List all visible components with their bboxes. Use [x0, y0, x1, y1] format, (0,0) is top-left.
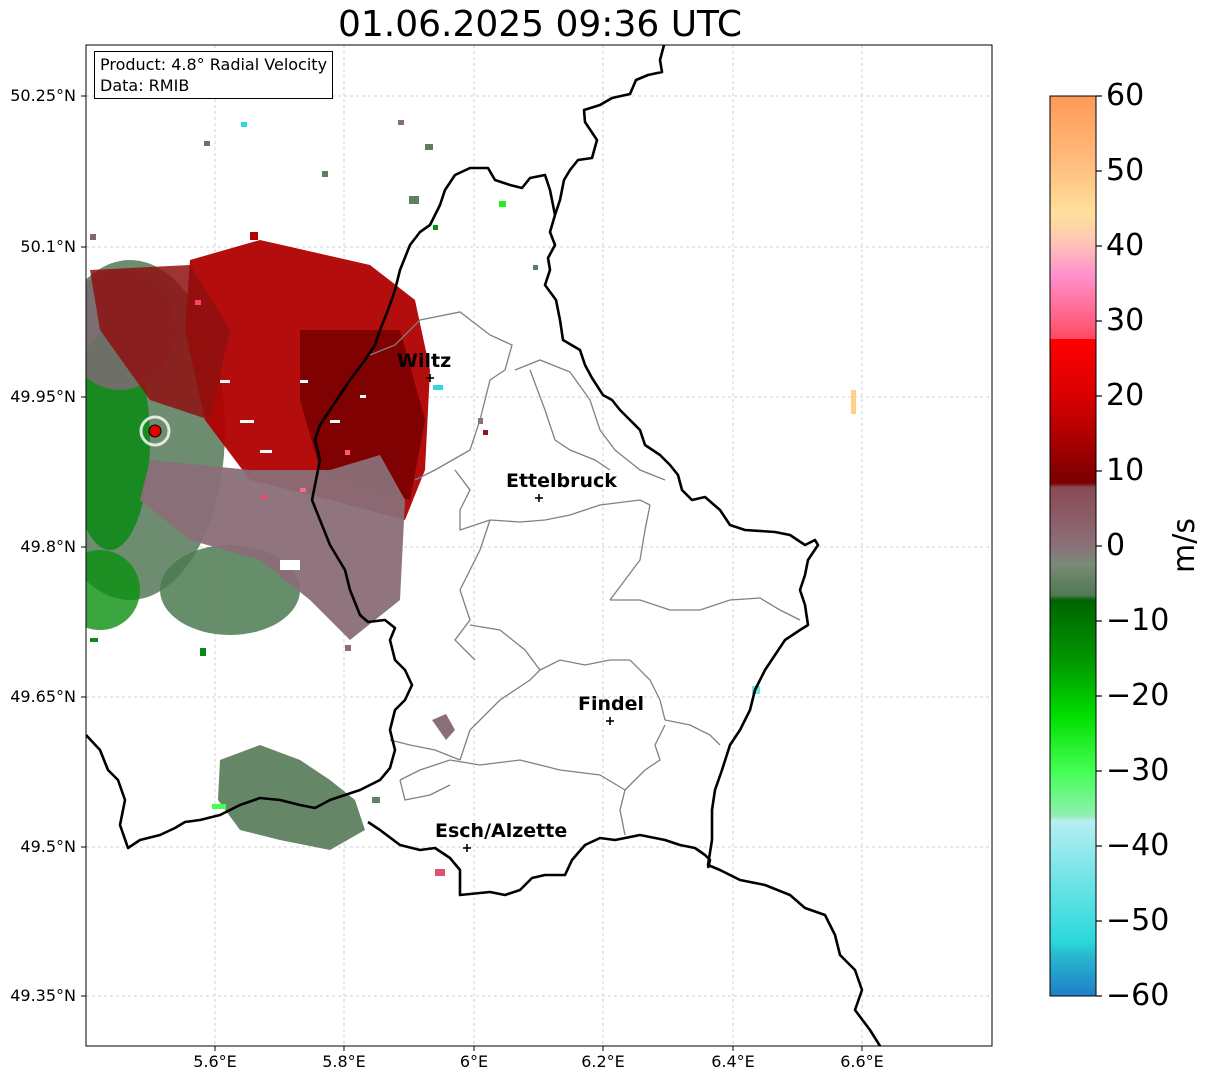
lat-tick-label: 49.8°N [20, 537, 76, 556]
city-marker-esch [463, 844, 471, 852]
map-title: 01.06.2025 09:36 UTC [337, 4, 743, 45]
lon-tick-label: 6.2°E [581, 1052, 625, 1071]
lon-tick-label: 5.8°E [322, 1052, 366, 1071]
colorbar-tick-label: −40 [1106, 828, 1170, 863]
data-source-label: Data: RMIB [100, 76, 190, 95]
lat-tick-label: 49.5°N [20, 837, 76, 856]
city-marker-ettelbruck [535, 494, 543, 502]
colorbar-tick-label: −20 [1106, 678, 1170, 713]
colorbar-tick-label: 0 [1106, 528, 1126, 563]
city-label-findel: Findel [578, 693, 645, 715]
colorbar-tick-label: 30 [1106, 303, 1145, 338]
map-frame [85, 44, 993, 1047]
city-label-ettelbruck: Ettelbruck [506, 470, 617, 492]
colorbar-tick-label: −10 [1106, 603, 1170, 638]
colorbar-unit-label: m/s [1167, 518, 1202, 573]
axis-ticks [81, 95, 863, 1051]
colorbar-tick-label: 50 [1106, 153, 1145, 188]
city-marker-wiltz [426, 374, 434, 382]
colorbar [1049, 95, 1097, 997]
city-markers [426, 374, 614, 852]
lon-tick-label: 5.6°E [193, 1052, 237, 1071]
colorbar-tick-label: 40 [1106, 228, 1145, 263]
colorbar-ticks [1096, 95, 1102, 997]
colorbar-tick-label: 60 [1106, 78, 1145, 113]
lon-tick-label: 6°E [459, 1052, 489, 1071]
colorbar-tick-label: 10 [1106, 453, 1145, 488]
city-label-wiltz: Wiltz [397, 350, 452, 372]
country-borders [86, 45, 882, 1046]
graticule [86, 45, 992, 1046]
lat-tick-label: 49.95°N [10, 387, 76, 406]
lat-tick-label: 50.1°N [20, 237, 76, 256]
colorbar-tick-label: 20 [1106, 378, 1145, 413]
colorbar-tick-label: −50 [1106, 903, 1170, 938]
colorbar-tick-label: −60 [1106, 978, 1170, 1013]
city-marker-findel [606, 717, 614, 725]
city-label-esch-alzette: Esch/Alzette [435, 820, 568, 842]
radar-site-marker [148, 424, 162, 438]
lat-tick-label: 49.35°N [10, 986, 76, 1005]
lat-tick-label: 49.65°N [10, 687, 76, 706]
product-label: Product: 4.8° Radial Velocity [100, 55, 328, 74]
lat-tick-label: 50.25°N [10, 86, 76, 105]
canton-borders [369, 311, 801, 836]
lon-tick-label: 6.4°E [711, 1052, 755, 1071]
colorbar-tick-label: −30 [1106, 753, 1170, 788]
lon-tick-label: 6.6°E [840, 1052, 884, 1071]
product-info-box: Product: 4.8° Radial Velocity Data: RMIB [94, 51, 334, 99]
